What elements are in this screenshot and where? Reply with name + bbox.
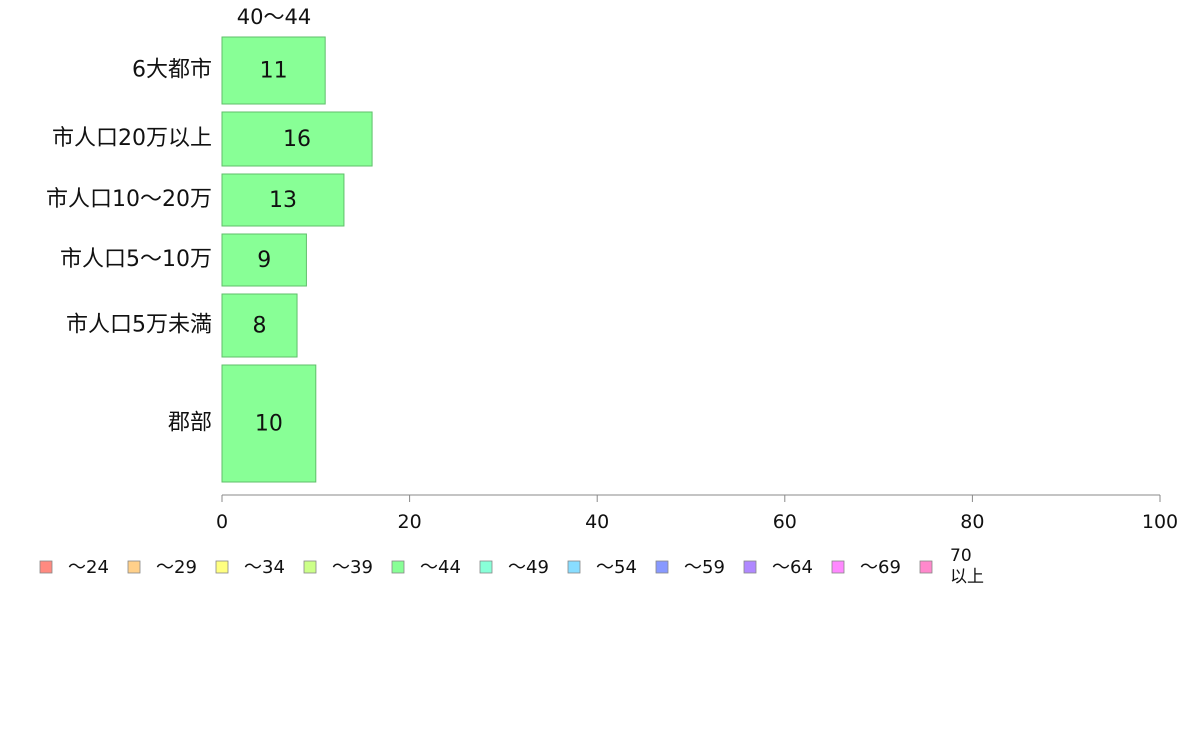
legend-item: 70 以上 — [919, 546, 984, 587]
x-tick-label: 60 — [773, 511, 797, 533]
legend-label: 〜34 — [244, 557, 285, 578]
bars-layer: 6大都市 11 市人口20万以上 16 市人口10〜20万 13 市人口5〜10万 9 市人口5… — [46, 36, 373, 483]
category-label: 6大都市 — [132, 58, 212, 83]
legend-item: 〜34 — [215, 557, 285, 578]
category-label: 市人口20万以上 — [52, 126, 212, 151]
legend-swatch — [655, 560, 669, 574]
legend-item: 〜69 — [831, 557, 901, 578]
legend-label: 〜69 — [860, 557, 901, 578]
legend-swatch — [39, 560, 53, 574]
legend-swatch — [743, 560, 757, 574]
category-label: 市人口5〜10万 — [60, 247, 212, 272]
legend-item: 〜49 — [479, 557, 549, 578]
legend-label: 〜24 — [68, 557, 109, 578]
bar-value-label: 9 — [257, 248, 271, 273]
legend-swatch — [303, 560, 317, 574]
legend-label: 〜59 — [684, 557, 725, 578]
legend-item: 〜54 — [567, 557, 637, 578]
legend-swatch — [479, 560, 493, 574]
bar-value-label: 10 — [255, 412, 283, 437]
legend-swatch — [919, 560, 933, 574]
category-label: 市人口10〜20万 — [46, 187, 212, 212]
bar-value-label: 13 — [269, 188, 297, 213]
column-header-label: 40〜44 — [237, 5, 311, 29]
category-label: 郡部 — [168, 411, 212, 436]
x-tick-label: 0 — [216, 511, 228, 533]
x-axis: 0 20 40 60 80 100 — [216, 494, 1178, 533]
bar — [221, 364, 317, 483]
bar — [221, 233, 307, 287]
bar — [221, 111, 373, 167]
legend-label: 〜49 — [508, 557, 549, 578]
legend: 〜24 〜29 〜34 〜39 〜44 〜49 〜54 〜59 〜64 〜69 70 以上 — [39, 546, 984, 587]
bar-value-label: 16 — [283, 127, 311, 152]
x-tick-label: 40 — [585, 511, 609, 533]
legend-swatch — [567, 560, 581, 574]
bar-value-label: 8 — [253, 314, 267, 339]
legend-swatch — [127, 560, 141, 574]
legend-label: 〜54 — [596, 557, 637, 578]
legend-item: 〜44 — [391, 557, 461, 578]
legend-item: 〜24 — [39, 557, 109, 578]
legend-item: 〜59 — [655, 557, 725, 578]
column-header-layer: 40〜44 — [237, 5, 311, 29]
legend-item: 〜64 — [743, 557, 813, 578]
bar — [221, 36, 326, 105]
legend-label: 〜29 — [156, 557, 197, 578]
legend-swatch — [391, 560, 405, 574]
legend-item: 〜39 — [303, 557, 373, 578]
bar — [221, 173, 345, 227]
category-label: 市人口5万未満 — [66, 313, 212, 338]
legend-swatch — [215, 560, 229, 574]
legend-swatch — [831, 560, 845, 574]
x-tick-label: 20 — [398, 511, 422, 533]
x-tick-label: 80 — [960, 511, 984, 533]
legend-item: 〜29 — [127, 557, 197, 578]
bar-value-label: 11 — [260, 59, 288, 84]
legend-label: 70 以上 — [950, 546, 984, 587]
legend-label: 〜44 — [420, 557, 461, 578]
x-tick-label: 100 — [1142, 511, 1178, 533]
bar — [221, 293, 298, 358]
legend-label: 〜39 — [332, 557, 373, 578]
legend-label: 〜64 — [772, 557, 813, 578]
